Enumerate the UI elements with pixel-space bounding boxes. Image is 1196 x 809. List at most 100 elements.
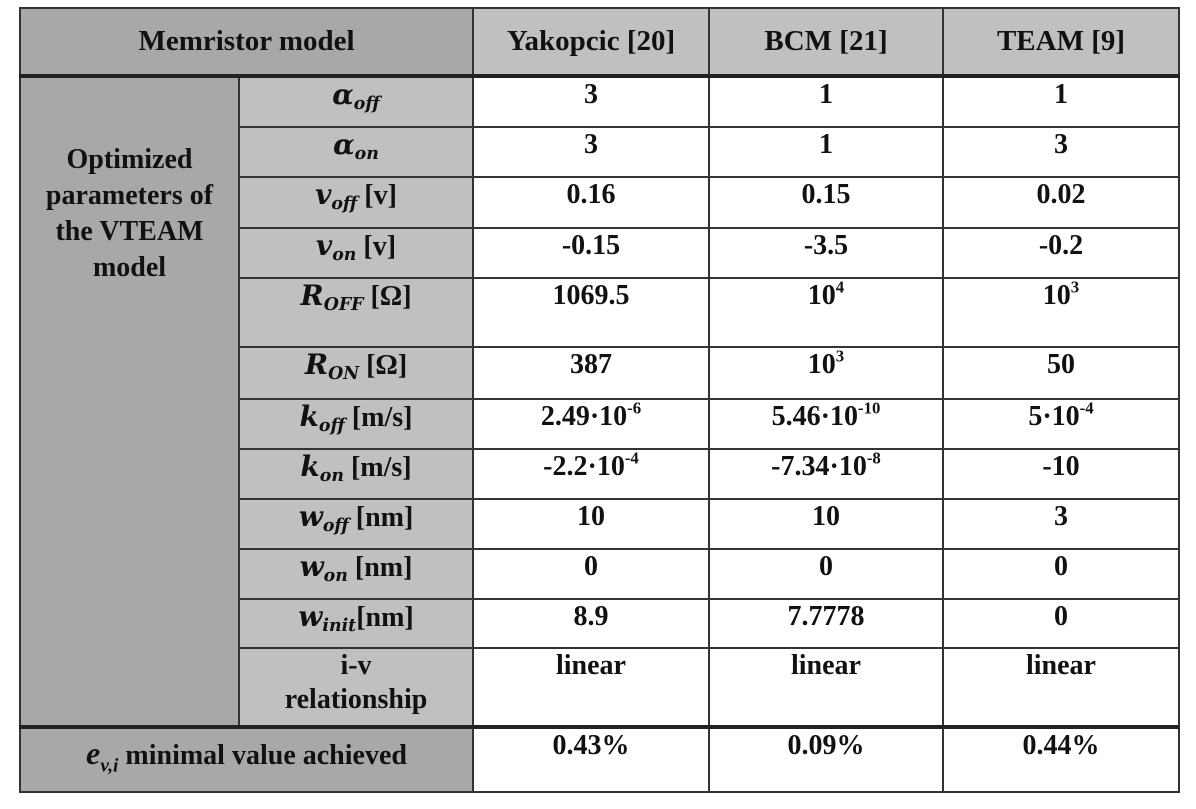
value-base: 5·10 — [1028, 401, 1080, 433]
value-cell: 0 — [942, 547, 1180, 600]
parameter-subscript: on — [354, 143, 379, 164]
parameters-table: Memristor model Yakopcic [20] BCM [21] T… — [19, 7, 1180, 793]
value-exponent: 4 — [835, 277, 845, 297]
parameter-symbol: α — [333, 127, 355, 161]
value-exponent: -10 — [857, 399, 881, 418]
footer-text: minimal value achieved — [118, 740, 407, 772]
value-base: 10 — [1042, 279, 1071, 311]
parameter-name: αoff — [238, 74, 474, 128]
value-base: 10 — [807, 348, 836, 380]
parameter-subscript: off — [322, 515, 349, 536]
parameter-subscript: off — [331, 193, 358, 214]
parameter-subscript: on — [319, 465, 344, 486]
value-cell: 8.9 — [472, 597, 710, 650]
header-model-label: Memristor model — [19, 7, 474, 78]
table-row: i-v relationship linear linear linear — [20, 647, 1180, 729]
parameter-subscript: on — [323, 565, 348, 586]
table-row: won [nm] 0 0 0 — [20, 547, 1180, 600]
footer-label: ev,i minimal value achieved — [19, 725, 474, 793]
parameter-subscript: off — [353, 93, 380, 114]
parameter-subscript: off — [318, 415, 345, 436]
parameter-label-line: relationship — [284, 684, 428, 716]
parameter-name: αon — [238, 125, 474, 178]
value-cell: 0.02 — [942, 175, 1180, 229]
footer-value: 0.44% — [942, 725, 1180, 793]
footer-value: 0.09% — [708, 725, 944, 793]
value-cell: 1 — [942, 74, 1180, 128]
parameter-unit: [m/s] — [343, 451, 412, 483]
table-row: ROFF [Ω] 1069.5 104 103 — [20, 276, 1180, 348]
table-row: RON [Ω] 387 103 50 — [20, 345, 1180, 401]
value-base: 50 — [1047, 348, 1075, 380]
value-cell: 1069.5 — [472, 276, 710, 348]
value-base: -2.2·10 — [543, 450, 625, 482]
parameter-name: voff [v] — [238, 175, 474, 229]
parameter-unit: [v] — [357, 179, 397, 211]
parameter-symbol: w — [298, 499, 323, 533]
value-cell: 3 — [472, 74, 710, 128]
value-cell: 50 — [942, 345, 1180, 401]
parameter-unit: [nm] — [348, 501, 414, 533]
table-row: von [v] -0.15 -3.5 -0.2 — [20, 226, 1180, 279]
parameter-name: woff [nm] — [238, 497, 474, 550]
parameter-label-line: i-v — [340, 650, 372, 682]
parameter-symbol: R — [304, 347, 329, 381]
value-cell: 1 — [708, 125, 944, 178]
value-cell: linear — [472, 647, 710, 729]
parameter-symbol: α — [332, 77, 354, 111]
value-cell: 0 — [472, 547, 710, 600]
parameter-subscript: ON — [328, 363, 360, 384]
value-base: -10 — [1042, 450, 1080, 482]
value-base: 387 — [570, 348, 612, 380]
value-exponent: -6 — [627, 399, 642, 418]
parameter-name: ROFF [Ω] — [238, 276, 474, 348]
value-cell: 0.16 — [472, 175, 710, 229]
parameter-unit: [nm] — [347, 551, 413, 583]
parameter-symbol: v — [315, 228, 333, 262]
value-cell: 387 — [472, 345, 710, 401]
value-cell: 5·10-4 — [942, 398, 1180, 450]
value-cell: -0.2 — [942, 226, 1180, 279]
value-exponent: -4 — [624, 448, 639, 468]
value-cell: 10 — [708, 497, 944, 550]
parameter-symbol: w — [298, 599, 323, 633]
parameter-name: koff [m/s] — [238, 398, 474, 450]
parameter-name: RON [Ω] — [238, 345, 474, 401]
value-cell: -0.15 — [472, 226, 710, 279]
parameter-symbol: R — [300, 278, 324, 312]
error-symbol-base: e — [86, 735, 101, 772]
footer-value: 0.43% — [472, 725, 710, 793]
value-cell: -7.34·10-8 — [708, 447, 944, 500]
parameter-unit: [Ω] — [359, 349, 408, 381]
error-symbol: ev,i — [86, 735, 118, 776]
value-cell: linear — [708, 647, 944, 729]
value-cell: linear — [942, 647, 1180, 729]
value-cell: 0.15 — [708, 175, 944, 229]
value-cell: 0 — [942, 597, 1180, 650]
table-row: αon 3 1 3 — [20, 125, 1180, 178]
value-exponent: -8 — [866, 448, 881, 468]
table-row: woff [nm] 10 10 3 — [20, 497, 1180, 550]
value-base: 1069.5 — [552, 279, 630, 311]
parameter-symbol: v — [315, 177, 332, 211]
value-cell: -3.5 — [708, 226, 944, 279]
table-row: voff [v] 0.16 0.15 0.02 — [20, 175, 1180, 229]
parameter-unit: [v] — [356, 230, 397, 262]
value-cell: 103 — [708, 345, 944, 401]
value-cell: -10 — [942, 447, 1180, 500]
value-cell: 103 — [942, 276, 1180, 348]
parameter-unit: [m/s] — [344, 402, 413, 434]
parameter-symbol: k — [299, 400, 319, 434]
parameter-subscript: on — [332, 244, 357, 265]
parameter-unit: [nm] — [356, 601, 414, 633]
value-cell: 2.49·10-6 — [472, 398, 710, 450]
value-base: 2.49·10 — [540, 401, 628, 433]
value-cell: 3 — [942, 125, 1180, 178]
value-base: 10 — [807, 279, 836, 311]
footer-row: ev,i minimal value achieved 0.43% 0.09% 0.4… — [19, 725, 1180, 793]
table-row: winit[nm] 8.9 7.7778 0 — [20, 597, 1180, 650]
value-exponent: 3 — [1070, 277, 1080, 297]
value-cell: 104 — [708, 276, 944, 348]
value-cell: 3 — [472, 125, 710, 178]
header-col-yakopcic: Yakopcic [20] — [472, 7, 710, 78]
